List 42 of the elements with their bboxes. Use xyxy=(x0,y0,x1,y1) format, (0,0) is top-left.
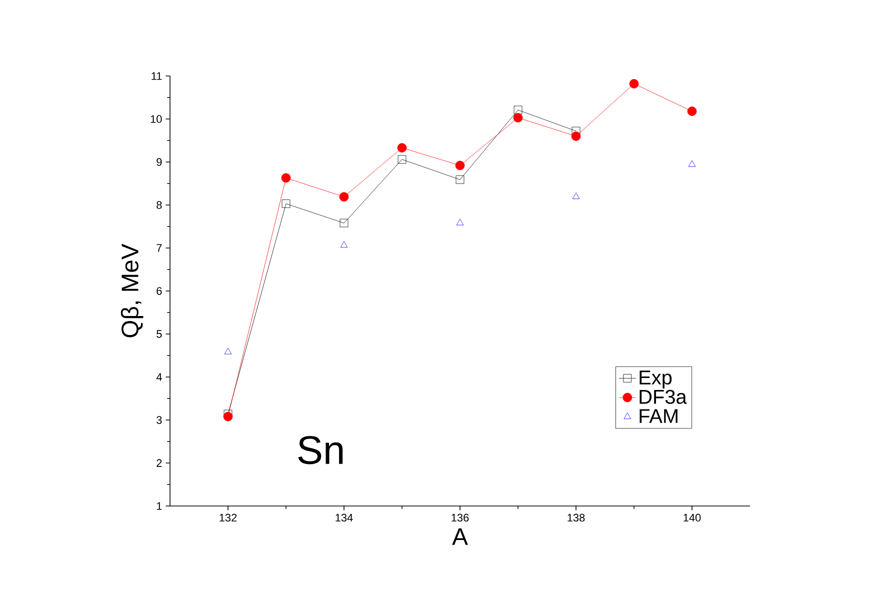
point xyxy=(282,200,290,208)
point xyxy=(514,106,522,114)
point xyxy=(281,173,291,183)
point xyxy=(687,106,697,116)
y-tick-label: 10 xyxy=(150,115,162,123)
x-tick-label: 138 xyxy=(568,514,585,522)
x-tick-label: 136 xyxy=(452,514,469,522)
point xyxy=(455,160,465,170)
point xyxy=(339,192,349,202)
point xyxy=(456,175,464,184)
x-tick-label: 134 xyxy=(336,514,353,522)
y-tick-label: 6 xyxy=(156,287,162,295)
legend-label: Exp xyxy=(640,370,672,388)
point xyxy=(223,412,233,422)
y-tick-label: 2 xyxy=(156,459,162,467)
point xyxy=(340,241,348,248)
point xyxy=(572,192,580,200)
point xyxy=(688,160,696,167)
annotation: Sn xyxy=(298,436,343,464)
point xyxy=(571,132,581,141)
y-tick-label: 1 xyxy=(156,502,162,510)
point xyxy=(397,143,407,152)
point xyxy=(398,155,406,164)
y-tick-label: 8 xyxy=(156,201,162,209)
y-tick-label: 4 xyxy=(156,373,162,381)
point xyxy=(572,126,580,136)
point xyxy=(629,79,639,88)
x-tick-label: 132 xyxy=(220,514,237,522)
y-axis-title: Qβ, MeV xyxy=(120,244,144,338)
legend-label: DF3a xyxy=(640,390,687,404)
x-axis-title: A xyxy=(452,528,468,545)
x-tick-label: 140 xyxy=(684,514,701,522)
y-tick-label: 11 xyxy=(152,72,162,80)
point xyxy=(224,348,232,354)
point xyxy=(340,218,348,228)
y-tick-label: 3 xyxy=(156,416,162,424)
y-tick-label: 9 xyxy=(156,158,162,166)
point xyxy=(456,218,464,226)
point xyxy=(513,113,523,122)
y-tick-label: 7 xyxy=(156,244,162,252)
legend-label: FAM xyxy=(640,409,678,423)
y-tick-label: 5 xyxy=(156,330,162,338)
